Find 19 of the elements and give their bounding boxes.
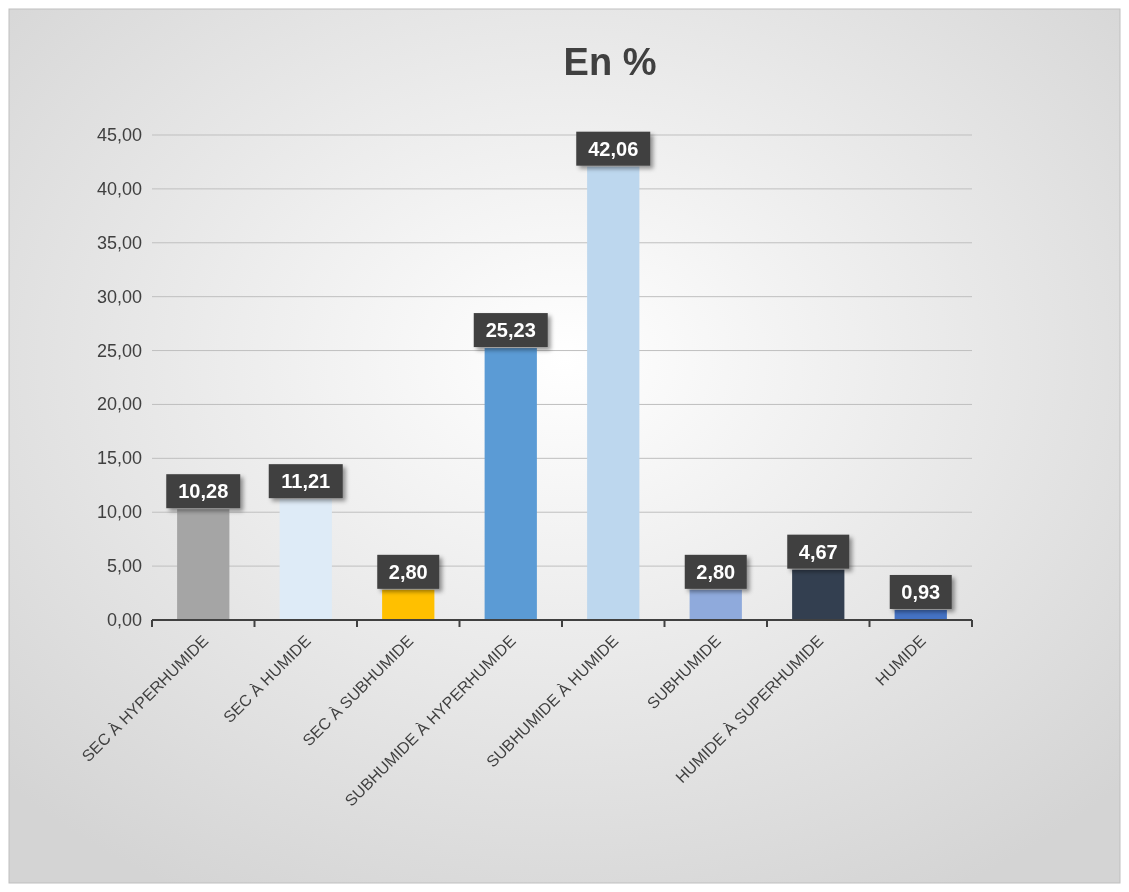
data-label: 25,23 — [485, 319, 536, 342]
data-label: 10,28 — [178, 480, 229, 503]
data-label: 0,93 — [901, 580, 941, 603]
data-label: 11,21 — [281, 470, 331, 493]
y-tick-label: 10,00 — [96, 502, 142, 523]
y-tick-label: 30,00 — [96, 286, 142, 307]
y-tick-label: 0,00 — [106, 610, 142, 630]
y-tick-label: 25,00 — [96, 340, 142, 361]
data-label: 4,67 — [798, 540, 838, 563]
y-tick-label: 5,00 — [106, 556, 142, 577]
y-tick-label: 20,00 — [96, 394, 142, 415]
chart-title: En % — [563, 41, 657, 83]
y-tick-label: 45,00 — [96, 125, 142, 145]
y-tick-label: 15,00 — [96, 448, 142, 469]
data-label: 42,06 — [588, 137, 639, 160]
y-tick-label: 35,00 — [96, 232, 142, 253]
y-tick-label: 40,00 — [96, 178, 142, 199]
data-label: 2,80 — [696, 560, 736, 583]
data-label: 2,80 — [388, 560, 428, 583]
